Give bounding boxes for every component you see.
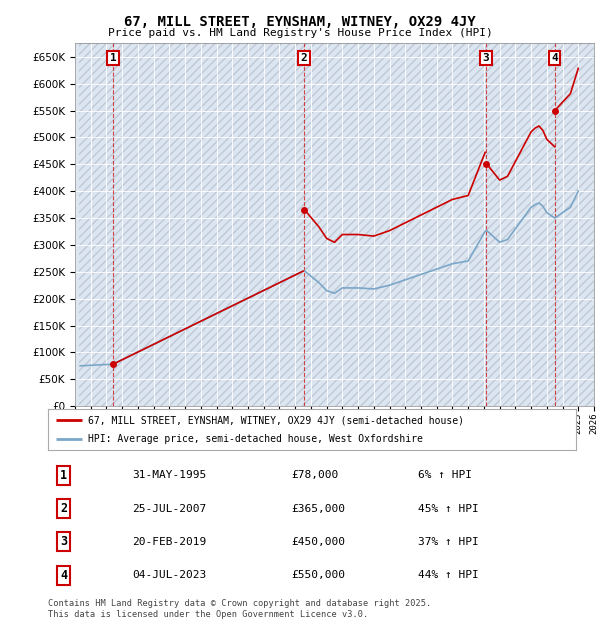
- Text: £78,000: £78,000: [291, 470, 338, 480]
- Text: 3: 3: [482, 53, 490, 63]
- Text: 1: 1: [110, 53, 116, 63]
- Text: 31-MAY-1995: 31-MAY-1995: [133, 470, 207, 480]
- Text: Price paid vs. HM Land Registry's House Price Index (HPI): Price paid vs. HM Land Registry's House …: [107, 28, 493, 38]
- Text: 3: 3: [60, 536, 67, 549]
- Text: 4: 4: [60, 569, 67, 582]
- Text: £365,000: £365,000: [291, 503, 345, 513]
- Text: £550,000: £550,000: [291, 570, 345, 580]
- Text: 6% ↑ HPI: 6% ↑ HPI: [418, 470, 472, 480]
- Text: 4: 4: [551, 53, 558, 63]
- Text: 20-FEB-2019: 20-FEB-2019: [133, 537, 207, 547]
- Text: 45% ↑ HPI: 45% ↑ HPI: [418, 503, 478, 513]
- Text: 37% ↑ HPI: 37% ↑ HPI: [418, 537, 478, 547]
- Text: 04-JUL-2023: 04-JUL-2023: [133, 570, 207, 580]
- Text: 25-JUL-2007: 25-JUL-2007: [133, 503, 207, 513]
- Text: Contains HM Land Registry data © Crown copyright and database right 2025.
This d: Contains HM Land Registry data © Crown c…: [48, 600, 431, 619]
- Text: 67, MILL STREET, EYNSHAM, WITNEY, OX29 4JY (semi-detached house): 67, MILL STREET, EYNSHAM, WITNEY, OX29 4…: [88, 415, 464, 425]
- Text: HPI: Average price, semi-detached house, West Oxfordshire: HPI: Average price, semi-detached house,…: [88, 435, 422, 445]
- Text: 2: 2: [301, 53, 307, 63]
- Text: 2: 2: [60, 502, 67, 515]
- Text: 44% ↑ HPI: 44% ↑ HPI: [418, 570, 478, 580]
- Text: 67, MILL STREET, EYNSHAM, WITNEY, OX29 4JY: 67, MILL STREET, EYNSHAM, WITNEY, OX29 4…: [124, 16, 476, 30]
- Text: 1: 1: [60, 469, 67, 482]
- Text: £450,000: £450,000: [291, 537, 345, 547]
